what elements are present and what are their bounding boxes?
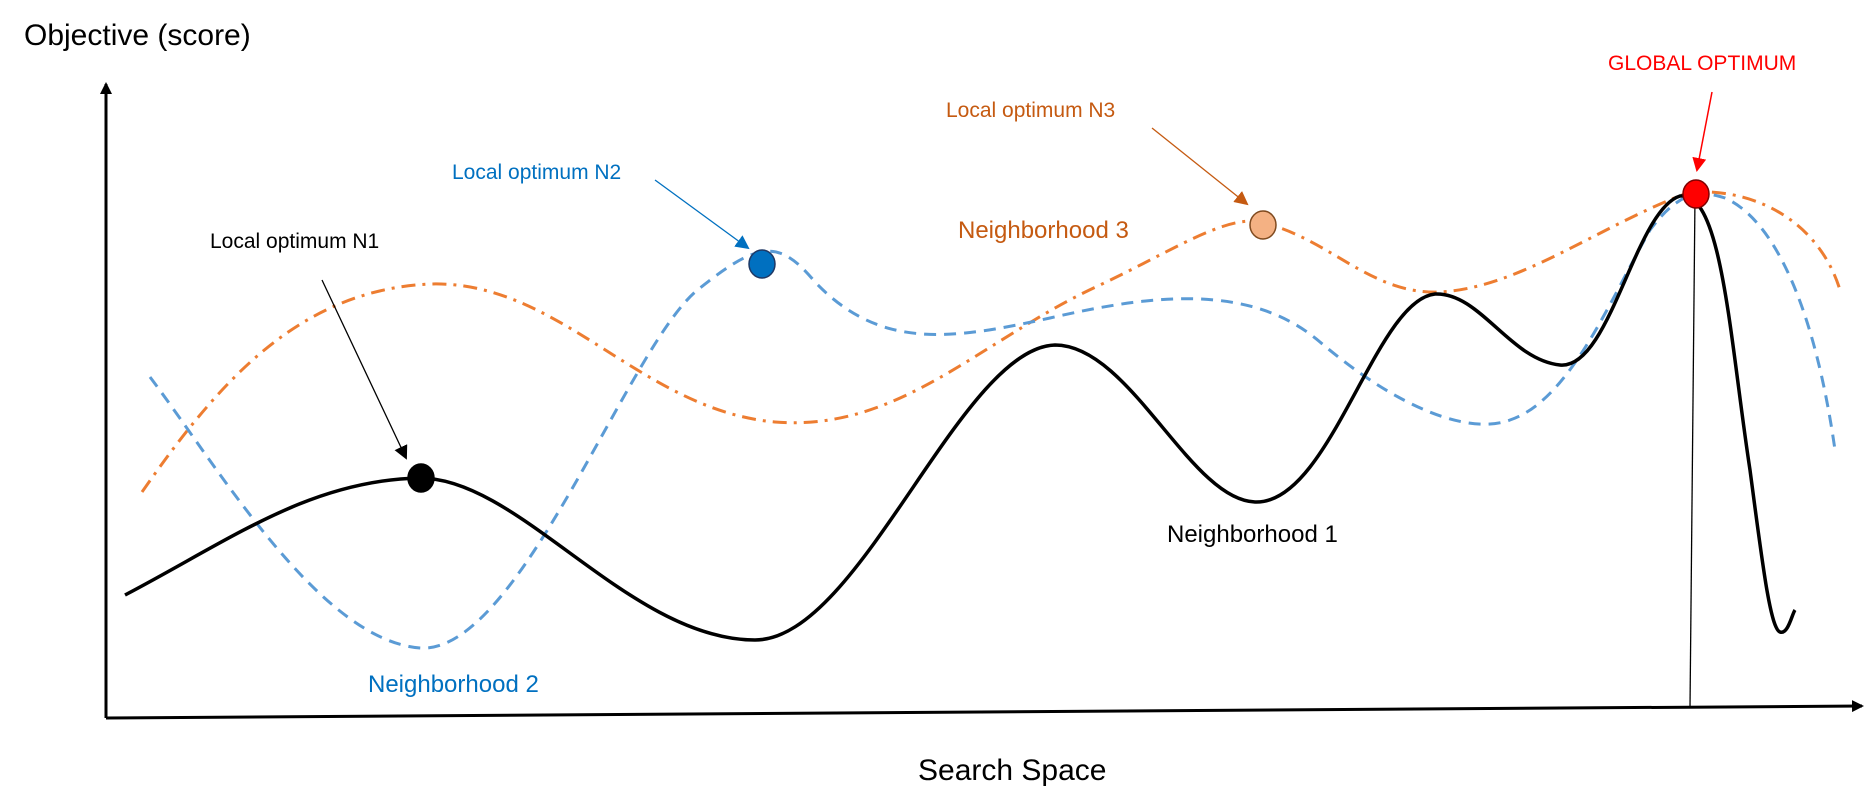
global-arrow (1692, 91, 1713, 172)
global-optimum-dropline (1689, 195, 1696, 709)
local-optimum-n3-marker (1249, 210, 1277, 240)
x-axis-label: Search Space (918, 754, 1106, 787)
neighborhood-3-curve (140, 190, 1842, 493)
global-optimum-marker (1682, 179, 1710, 209)
x-axis (105, 700, 1864, 720)
neighborhood-3-label: Neighborhood 3 (958, 217, 1129, 244)
neighborhood-2-curve (148, 192, 1837, 650)
n3-arrow (1151, 127, 1249, 206)
local-optimum-n1-marker (407, 463, 435, 493)
n2-arrow (654, 179, 750, 250)
local-optimum-n2-marker (748, 249, 776, 279)
neighborhood-1-label: Neighborhood 1 (1167, 521, 1338, 548)
global-optimum-label: GLOBAL OPTIMUM (1608, 52, 1796, 75)
local-optimum-n3-label: Local optimum N3 (946, 99, 1115, 122)
neighborhood-1-curve (124, 194, 1797, 642)
neighborhood-2-label: Neighborhood 2 (368, 671, 539, 698)
y-axis-label: Objective (score) (24, 19, 251, 52)
n1-arrow (321, 279, 408, 460)
local-optimum-n2-label: Local optimum N2 (452, 161, 621, 184)
local-optimum-n1-label: Local optimum N1 (210, 230, 379, 253)
